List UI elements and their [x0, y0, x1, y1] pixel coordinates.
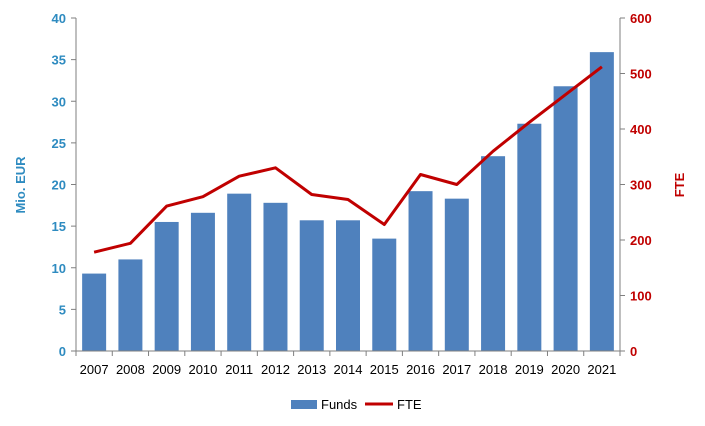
fte-line-group [93, 65, 603, 254]
x-tick-label: 2019 [515, 362, 544, 377]
x-tick-label: 2007 [80, 362, 109, 377]
y-axis-left-label: Mio. EUR [13, 156, 28, 214]
funds-bar [227, 193, 252, 351]
y-right-tick-label: 500 [630, 67, 652, 82]
x-tick-label: 2008 [116, 362, 145, 377]
funds-bar [517, 123, 542, 351]
funds-bar [481, 156, 506, 351]
funds-bars [82, 52, 614, 351]
x-tick-label: 2009 [152, 362, 181, 377]
y-right-tick-label: 600 [630, 11, 652, 26]
y-left-tick-label: 0 [59, 344, 66, 359]
y-right-tick-label: 200 [630, 233, 652, 248]
y-axis-right-label: FTE [672, 172, 687, 197]
funds-bar [553, 86, 578, 351]
x-tick-label: 2011 [225, 362, 253, 377]
funds-bar [118, 259, 143, 351]
y-right-tick-label: 0 [630, 344, 637, 359]
x-tick-label: 2014 [334, 362, 363, 377]
y-right-tick-label: 300 [630, 178, 652, 193]
y-left-tick-label: 15 [52, 219, 66, 234]
funds-bar [82, 273, 107, 351]
y-right-tick-label: 100 [630, 289, 652, 304]
y-left-tick-label: 40 [52, 11, 66, 26]
y-left-tick-label: 5 [59, 302, 66, 317]
y-left-tick-label: 30 [52, 94, 66, 109]
y-left-tick-label: 35 [52, 53, 66, 68]
x-tick-label: 2013 [297, 362, 326, 377]
funds-bar [190, 212, 215, 351]
x-tick-label: 2017 [442, 362, 471, 377]
funds-bar [408, 191, 433, 351]
x-tick-label: 2021 [587, 362, 616, 377]
funds-bar [589, 52, 614, 351]
funds-bar [263, 202, 288, 351]
y-right-tick-label: 400 [630, 122, 652, 137]
y-left-tick-label: 10 [52, 261, 66, 276]
legend-fte-label: FTE [397, 397, 422, 412]
x-tick-label: 2010 [188, 362, 217, 377]
legend: Funds FTE [291, 397, 422, 412]
y-left-tick-label: 20 [52, 178, 66, 193]
legend-funds-swatch [291, 400, 317, 409]
x-tick-label: 2020 [551, 362, 580, 377]
funds-bar [336, 220, 360, 351]
funds-bar [154, 221, 179, 351]
x-tick-label: 2012 [261, 362, 290, 377]
fte-line [93, 65, 603, 254]
x-tick-label: 2016 [406, 362, 435, 377]
x-tick-label: 2015 [370, 362, 399, 377]
x-tick-label: 2018 [479, 362, 508, 377]
funds-bar [372, 238, 397, 351]
funds-bar [444, 198, 469, 351]
y-left-tick-label: 25 [52, 136, 66, 151]
funds-bar [299, 220, 324, 351]
legend-funds-label: Funds [321, 397, 358, 412]
